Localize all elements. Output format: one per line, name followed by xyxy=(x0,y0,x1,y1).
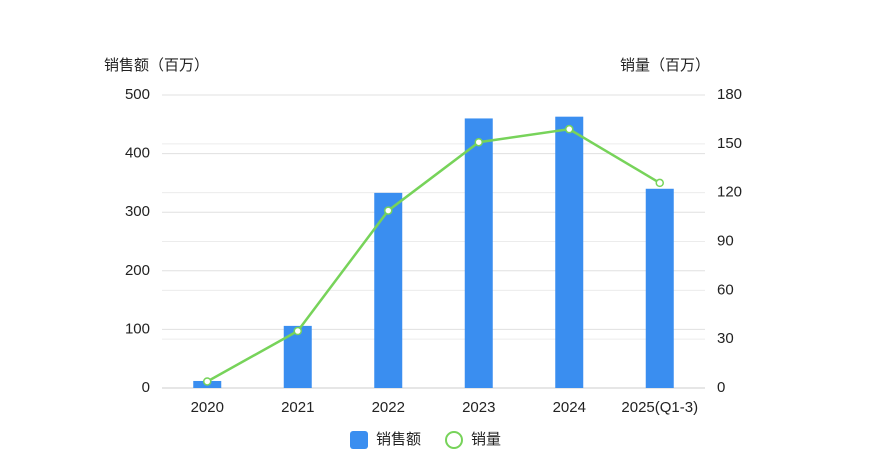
bar xyxy=(464,118,493,388)
y2-tick-label: 120 xyxy=(717,184,742,201)
y2-tick-label: 0 xyxy=(717,379,725,396)
legend-swatch xyxy=(445,431,463,449)
y2-tick-label: 60 xyxy=(717,281,734,298)
x-tick-label: 2022 xyxy=(372,399,405,416)
legend-swatch xyxy=(350,431,368,449)
line-point xyxy=(293,326,302,336)
y2-tick-label: 150 xyxy=(717,135,742,152)
y2-tick-label: 30 xyxy=(717,330,734,347)
x-tick-label: 2025(Q1-3) xyxy=(621,399,698,416)
y2-axis-title: 销量（百万） xyxy=(620,57,710,74)
y-tick-label: 300 xyxy=(125,203,150,220)
bar xyxy=(374,192,403,388)
legend-label: 销量 xyxy=(471,431,501,448)
y-axis-title: 销售额（百万） xyxy=(104,57,209,74)
y2-tick-label: 90 xyxy=(717,232,734,249)
line-point xyxy=(655,178,664,188)
legend-label: 销售额 xyxy=(376,431,421,448)
line-point xyxy=(565,124,574,134)
x-tick-label: 2020 xyxy=(191,399,224,416)
line-point xyxy=(203,377,212,386)
y-tick-label: 500 xyxy=(125,86,150,103)
x-tick-label: 2024 xyxy=(553,399,586,416)
y-tick-label: 100 xyxy=(125,320,150,337)
line-point xyxy=(474,137,483,147)
y-tick-label: 0 xyxy=(142,379,150,396)
bar xyxy=(555,116,584,388)
x-tick-label: 2021 xyxy=(281,399,314,416)
y-tick-label: 200 xyxy=(125,262,150,279)
line-point xyxy=(384,206,393,215)
y-tick-label: 400 xyxy=(125,145,150,162)
x-tick-label: 2023 xyxy=(462,399,495,416)
line xyxy=(206,127,661,383)
y2-tick-label: 180 xyxy=(717,86,742,103)
bar xyxy=(645,188,674,388)
